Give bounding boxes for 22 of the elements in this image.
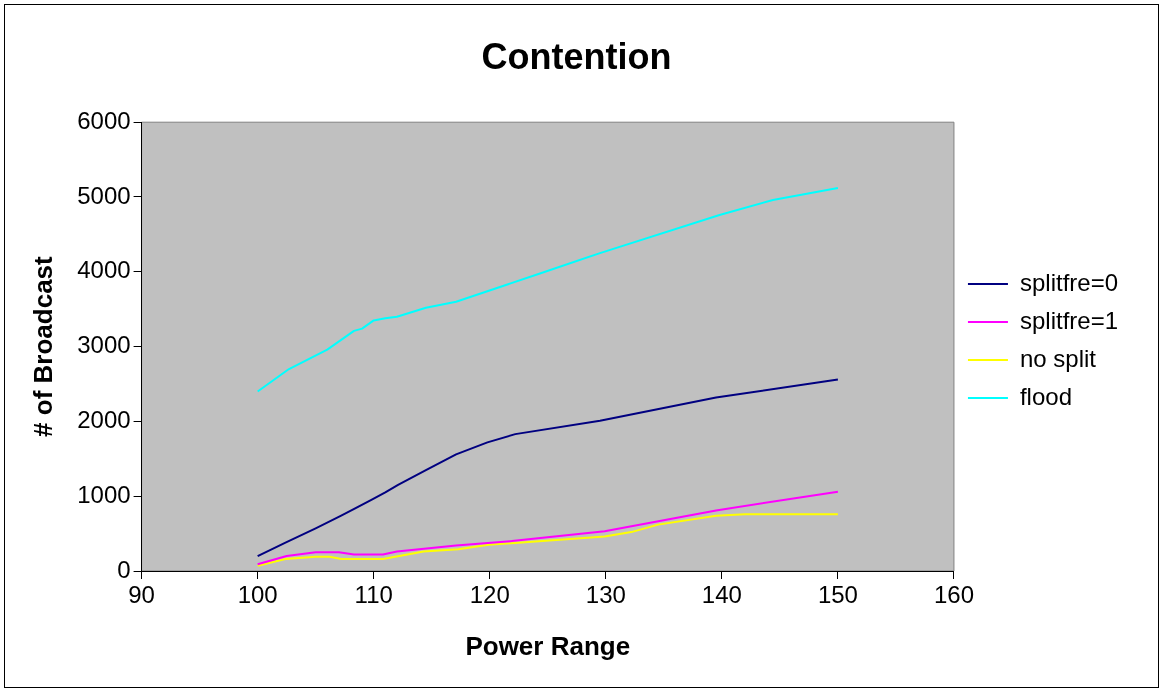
x-tick-label: 100 (237, 581, 278, 609)
legend-label: no split (1019, 344, 1097, 372)
x-tick-label: 160 (933, 581, 974, 609)
y-tick-label: 2000 (77, 406, 131, 434)
y-axis-title: # of Broadcast (27, 255, 58, 437)
chart-title: Contention (481, 35, 672, 77)
x-tick-label: 150 (817, 581, 858, 609)
legend-label: splitfre=1 (1019, 306, 1119, 334)
y-tick-label: 3000 (77, 331, 131, 359)
y-tick-label: 1000 (77, 480, 131, 508)
legend-label: flood (1019, 382, 1072, 410)
y-tick-label: 6000 (77, 106, 131, 134)
x-tick-label: 120 (469, 581, 510, 609)
x-tick-label: 140 (701, 581, 742, 609)
x-tick-label: 110 (354, 581, 393, 609)
y-tick-label: 4000 (77, 256, 131, 284)
legend-label: splitfre=0 (1019, 268, 1119, 296)
y-tick-label: 0 (117, 555, 131, 583)
x-tick-label: 130 (585, 581, 626, 609)
x-tick-label: 90 (128, 581, 155, 609)
y-tick-label: 5000 (77, 181, 131, 209)
x-axis-title: Power Range (465, 630, 631, 661)
